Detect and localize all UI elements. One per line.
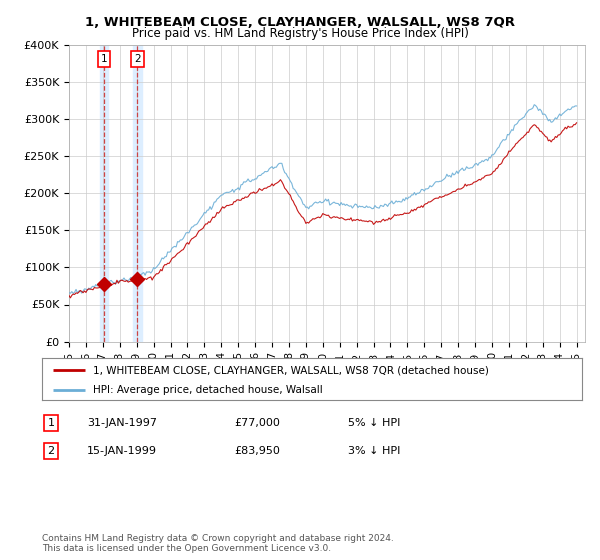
Bar — [100, 45, 109, 342]
Text: 1: 1 — [47, 418, 55, 428]
Text: £77,000: £77,000 — [234, 418, 280, 428]
Text: 2: 2 — [47, 446, 55, 456]
Text: 5% ↓ HPI: 5% ↓ HPI — [348, 418, 400, 428]
Text: 1, WHITEBEAM CLOSE, CLAYHANGER, WALSALL, WS8 7QR (detached house): 1, WHITEBEAM CLOSE, CLAYHANGER, WALSALL,… — [94, 365, 489, 375]
Text: HPI: Average price, detached house, Walsall: HPI: Average price, detached house, Wals… — [94, 385, 323, 395]
Bar — [133, 45, 142, 342]
Text: 3% ↓ HPI: 3% ↓ HPI — [348, 446, 400, 456]
Text: 2: 2 — [134, 54, 140, 64]
Text: 1: 1 — [101, 54, 107, 64]
Text: Contains HM Land Registry data © Crown copyright and database right 2024.
This d: Contains HM Land Registry data © Crown c… — [42, 534, 394, 553]
Text: £83,950: £83,950 — [234, 446, 280, 456]
Text: 1, WHITEBEAM CLOSE, CLAYHANGER, WALSALL, WS8 7QR: 1, WHITEBEAM CLOSE, CLAYHANGER, WALSALL,… — [85, 16, 515, 29]
Text: Price paid vs. HM Land Registry's House Price Index (HPI): Price paid vs. HM Land Registry's House … — [131, 27, 469, 40]
Text: 15-JAN-1999: 15-JAN-1999 — [87, 446, 157, 456]
Text: 31-JAN-1997: 31-JAN-1997 — [87, 418, 157, 428]
